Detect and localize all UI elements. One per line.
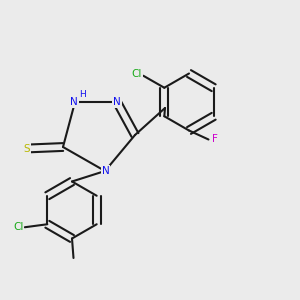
Text: H: H — [79, 90, 86, 99]
Text: Cl: Cl — [131, 69, 142, 79]
Text: N: N — [70, 97, 78, 107]
Text: F: F — [212, 134, 218, 145]
Text: N: N — [113, 97, 121, 107]
Text: Cl: Cl — [13, 222, 23, 232]
Text: N: N — [102, 166, 110, 176]
Text: S: S — [24, 143, 30, 154]
